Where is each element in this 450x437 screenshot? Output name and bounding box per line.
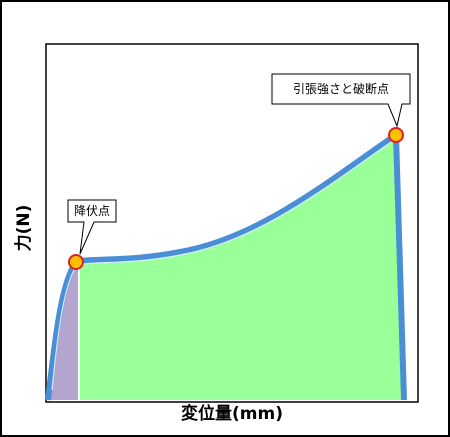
yield-point — [68, 254, 84, 270]
x-axis-label: 変位量(mm) — [181, 403, 283, 424]
callout-box — [67, 199, 117, 255]
y-axis-label: 力(N) — [13, 205, 34, 252]
yield-callout: 降伏点 — [67, 199, 117, 255]
callout-box — [271, 73, 411, 128]
curve-highlight — [51, 139, 395, 391]
curve — [45, 132, 407, 401]
break-callout: 引張強さと破断点 — [271, 73, 411, 128]
plastic-region — [80, 135, 401, 400]
callout-label: 降伏点 — [74, 204, 110, 218]
callout-label: 引張強さと破断点 — [293, 81, 389, 96]
elastic-region — [48, 262, 78, 400]
break-point — [388, 127, 404, 143]
